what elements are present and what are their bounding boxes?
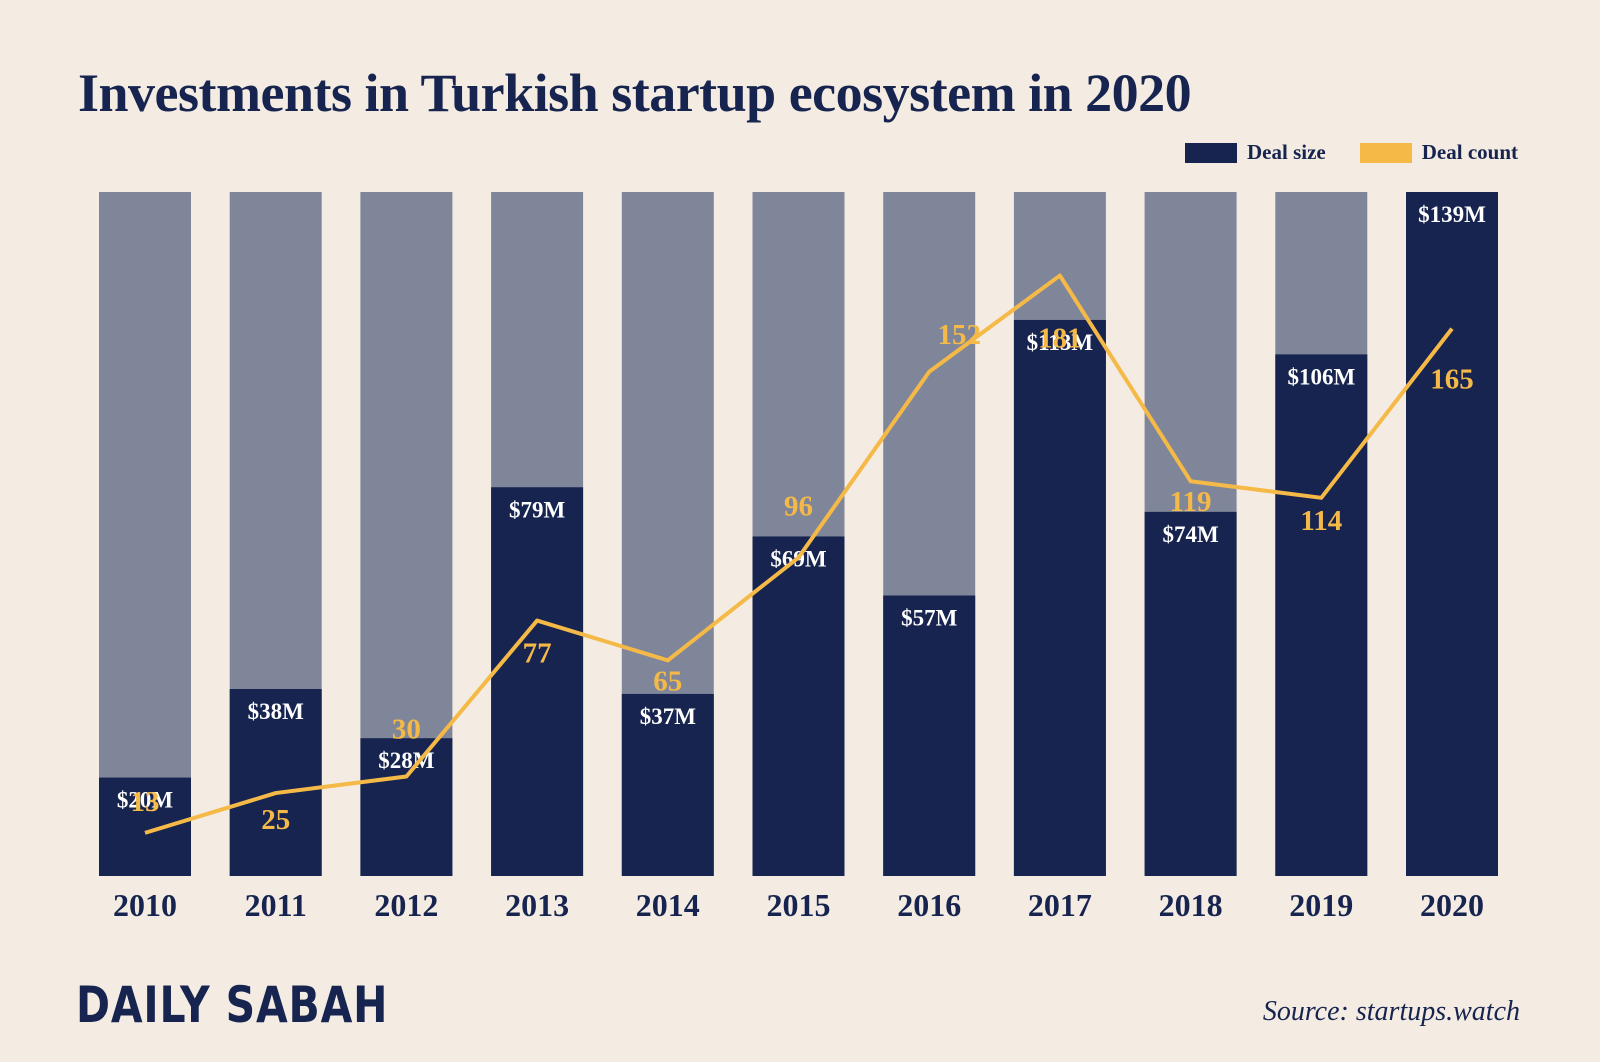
bar-deal-size-2020 — [1406, 192, 1498, 876]
x-tick-2015: 2015 — [767, 887, 831, 923]
bar-deal-size-2013 — [491, 487, 584, 876]
legend-swatch-deal-size — [1185, 142, 1238, 163]
legend-swatch-deal-count — [1359, 142, 1412, 163]
deal-count-label-2017: 181 — [1038, 323, 1082, 355]
chart-title: Investments in Turkish startup ecosystem… — [78, 63, 1192, 123]
bar-deal-size-2011 — [229, 689, 322, 876]
deal-count-label-2015: 96 — [784, 491, 813, 523]
x-tick-2020: 2020 — [1420, 887, 1484, 923]
bar-label-2017: $113M — [1027, 330, 1094, 355]
chart-plot: $20M2010$38M2011$28M2012$79M2013$37M2014… — [99, 192, 1498, 923]
x-tick-2012: 2012 — [374, 887, 438, 923]
deal-count-label-2016: 152 — [937, 319, 981, 351]
bar-label-2014: $37M — [640, 704, 697, 729]
bar-deal-size-2018 — [1144, 511, 1237, 876]
brand-logo: DAILY SABAH — [76, 976, 389, 1034]
bar-label-2013: $79M — [509, 497, 566, 522]
x-tick-2013: 2013 — [505, 887, 569, 923]
x-tick-2017: 2017 — [1028, 887, 1092, 923]
bar-label-2020: $139M — [1418, 202, 1486, 227]
deal-count-label-2013: 77 — [523, 638, 552, 670]
deal-count-label-2020: 165 — [1430, 364, 1474, 396]
bar-deal-size-2015 — [752, 536, 845, 876]
x-tick-2019: 2019 — [1289, 887, 1353, 923]
deal-count-label-2018: 119 — [1170, 486, 1212, 518]
deal-count-label-2019: 114 — [1300, 505, 1342, 537]
x-tick-2016: 2016 — [897, 887, 961, 923]
bar-deal-size-2016 — [883, 595, 976, 876]
x-tick-2014: 2014 — [636, 887, 700, 923]
x-tick-2010: 2010 — [113, 887, 177, 923]
legend-label-deal-count: Deal count — [1421, 140, 1518, 164]
deal-count-label-2011: 25 — [261, 804, 290, 836]
deal-count-label-2010: 13 — [131, 786, 160, 818]
bar-deal-size-2019 — [1275, 354, 1368, 876]
bar-label-2010: $20M — [117, 788, 174, 813]
bar-deal-size-2014 — [621, 693, 714, 876]
legend: Deal size Deal count — [1185, 140, 1518, 165]
bar-label-2011: $38M — [248, 699, 305, 724]
legend-item-deal-size: Deal size — [1185, 140, 1326, 165]
bar-label-2018: $74M — [1162, 522, 1219, 547]
bar-deal-size-2017 — [1013, 319, 1106, 876]
legend-item-deal-count: Deal count — [1338, 140, 1518, 165]
x-tick-2018: 2018 — [1159, 887, 1223, 923]
deal-count-label-2014: 65 — [653, 665, 682, 697]
bar-track-2010 — [99, 192, 191, 876]
bar-label-2016: $57M — [901, 606, 958, 631]
bar-deal-size-2010 — [99, 777, 191, 876]
deal-count-line — [144, 273, 1454, 835]
deal-count-label-2012: 30 — [392, 713, 421, 745]
source-note: Source: startups.watch — [1262, 996, 1520, 1027]
bar-label-2019: $106M — [1287, 364, 1355, 389]
x-tick-2011: 2011 — [245, 887, 307, 923]
legend-label-deal-size: Deal size — [1247, 140, 1326, 164]
bar-deal-size-2012 — [360, 738, 453, 876]
